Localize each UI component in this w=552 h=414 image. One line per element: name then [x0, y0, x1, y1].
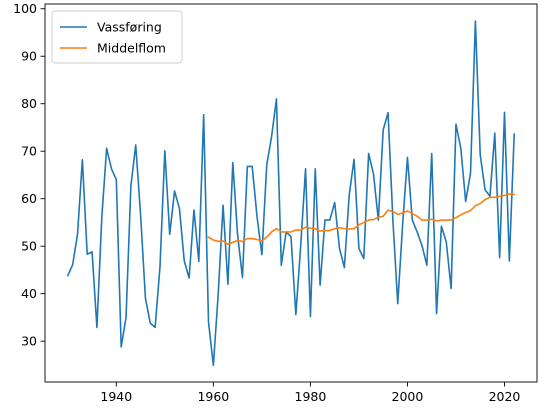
y-tick-label: 30 — [21, 334, 37, 349]
legend-label-vassforing: Vassføring — [97, 20, 162, 35]
y-tick-label: 90 — [21, 49, 37, 64]
y-tick-label: 60 — [21, 191, 37, 206]
x-tick-label: 2000 — [392, 389, 424, 404]
x-tick-label: 1940 — [100, 389, 132, 404]
plot-area — [44, 3, 538, 383]
y-tick-label: 100 — [13, 1, 37, 16]
y-tick-label: 40 — [21, 286, 37, 301]
x-tick-label: 1960 — [197, 389, 229, 404]
x-axis: 1940 1960 1980 2000 2020 — [100, 382, 520, 404]
legend[interactable]: Vassføring Middelflom — [51, 10, 183, 64]
axes-frame — [44, 3, 538, 383]
y-tick-label: 80 — [21, 96, 37, 111]
y-tick-label: 50 — [21, 239, 37, 254]
legend-label-middelflom: Middelflom — [97, 41, 166, 56]
series-line-vassforing — [66, 20, 516, 367]
x-tick-label: 1980 — [295, 389, 327, 404]
series-line-middelflom — [207, 193, 516, 246]
x-tick-label: 2020 — [489, 389, 521, 404]
y-tick-label: 70 — [21, 144, 37, 159]
legend-box — [51, 10, 183, 64]
y-axis: 30 40 50 60 70 80 90 100 — [13, 1, 45, 349]
